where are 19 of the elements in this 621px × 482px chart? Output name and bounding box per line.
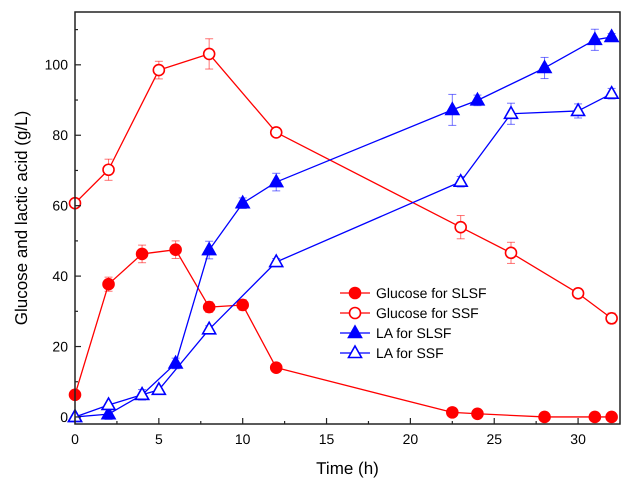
- legend-label: LA for SLSF: [376, 324, 452, 341]
- y-axis-title: Glucose and lactic acid (g/L): [12, 110, 31, 326]
- y-tick-label: 0: [60, 408, 68, 425]
- y-tick-label: 20: [52, 338, 68, 354]
- y-tick-label: 40: [52, 268, 68, 284]
- x-tick-label: 30: [570, 431, 586, 447]
- x-axis-title: Time (h): [316, 459, 379, 478]
- legend-label: Glucose for SSF: [376, 304, 479, 321]
- x-tick-label: 10: [234, 431, 251, 447]
- x-tick-label: 5: [154, 431, 163, 447]
- x-tick-label: 25: [486, 431, 502, 447]
- y-tick-label: 60: [52, 198, 68, 214]
- x-tick-label: 20: [402, 431, 418, 447]
- legend-label: LA for SSF: [376, 344, 444, 361]
- legend-label: Glucose for SLSF: [376, 284, 486, 301]
- y-tick-label: 80: [52, 127, 68, 144]
- x-tick-label: 0: [71, 431, 80, 447]
- x-tick-label: 15: [318, 431, 335, 447]
- y-tick-label: 100: [44, 56, 68, 73]
